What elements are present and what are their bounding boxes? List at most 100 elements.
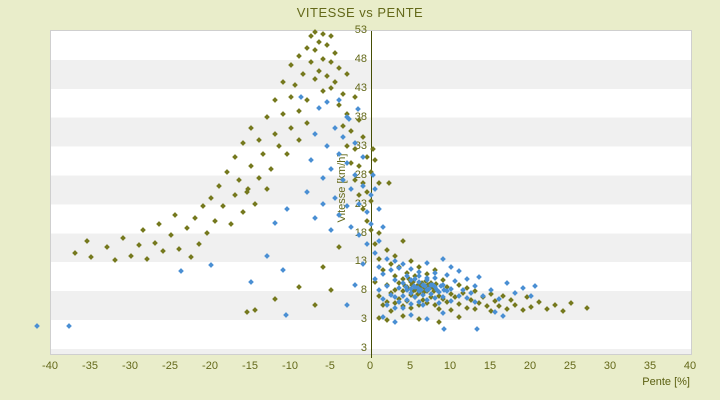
- x-tick-label: -30: [122, 360, 138, 372]
- y-tick-label: 18: [354, 226, 367, 239]
- x-tick-label: -35: [82, 360, 98, 372]
- data-point-olive: [584, 305, 590, 312]
- data-point-olive: [192, 215, 198, 221]
- data-point-olive: [88, 253, 94, 260]
- data-point-olive: [288, 93, 294, 100]
- data-point-olive: [336, 102, 342, 109]
- data-point-olive: [136, 242, 142, 249]
- x-tick-label: -25: [162, 360, 178, 372]
- data-point-blue: [348, 186, 354, 192]
- data-point-olive: [336, 244, 342, 250]
- data-point-blue: [456, 267, 462, 274]
- data-point-blue: [448, 264, 454, 271]
- data-point-olive: [312, 301, 318, 308]
- data-point-olive: [120, 235, 126, 242]
- y-tick-label: 38: [354, 110, 367, 123]
- data-point-blue: [308, 157, 314, 164]
- data-point-olive: [144, 255, 150, 262]
- data-point-blue: [283, 312, 290, 318]
- data-point-blue: [66, 322, 73, 329]
- data-point-olive: [348, 128, 354, 135]
- data-point-blue: [388, 267, 394, 273]
- data-point-olive: [568, 300, 574, 306]
- data-point-olive: [316, 38, 322, 45]
- data-point-blue: [272, 220, 278, 227]
- data-point-olive: [140, 226, 146, 233]
- data-point-olive: [296, 137, 302, 143]
- x-tick-label: 40: [683, 360, 697, 372]
- data-point-olive: [512, 301, 518, 308]
- data-point-olive: [504, 305, 510, 312]
- data-point-olive: [336, 64, 342, 71]
- data-point-olive: [408, 258, 414, 265]
- data-point-olive: [320, 88, 326, 94]
- data-point-blue: [384, 255, 390, 262]
- data-point-olive: [456, 301, 462, 308]
- data-point-blue: [504, 280, 510, 287]
- data-point-olive: [456, 314, 462, 320]
- data-point-olive: [280, 79, 286, 86]
- data-point-olive: [400, 313, 406, 320]
- chart-title: VITESSE vs PENTE: [296, 5, 424, 20]
- data-point-blue: [528, 293, 534, 299]
- data-point-olive: [508, 296, 514, 303]
- data-point-olive: [560, 307, 566, 314]
- data-point-blue: [376, 287, 382, 294]
- data-point-blue: [424, 259, 430, 266]
- data-point-olive: [272, 131, 278, 138]
- x-tick-label: 25: [563, 360, 577, 372]
- y-tick-label: 43: [354, 82, 367, 94]
- data-point-olive: [212, 218, 218, 224]
- data-point-olive: [244, 309, 250, 316]
- data-point-olive: [324, 73, 330, 80]
- data-point-blue: [304, 189, 310, 195]
- data-point-olive: [536, 299, 542, 306]
- data-point-blue: [280, 267, 286, 273]
- x-tick-label: 15: [483, 360, 497, 372]
- x-tick-label: -15: [242, 360, 258, 372]
- data-point-olive: [228, 220, 234, 227]
- data-point-olive: [296, 284, 302, 291]
- data-point-olive: [160, 248, 166, 254]
- data-point-blue: [284, 206, 290, 213]
- data-point-olive: [208, 194, 214, 201]
- data-point-olive: [528, 304, 534, 310]
- data-point-blue: [376, 206, 382, 213]
- data-point-olive: [292, 82, 298, 88]
- data-point-olive: [248, 125, 254, 132]
- y-tick-label: 48: [354, 53, 367, 66]
- data-point-blue: [440, 255, 446, 262]
- data-point-olive: [128, 252, 134, 259]
- data-point-olive: [176, 245, 182, 252]
- data-point-olive: [220, 203, 226, 210]
- data-point-blue: [208, 262, 214, 269]
- data-point-olive: [232, 154, 238, 161]
- data-point-blue: [178, 267, 185, 274]
- data-point-blue: [368, 192, 374, 198]
- data-point-blue: [332, 125, 338, 132]
- data-point-olive: [204, 229, 210, 236]
- data-point-olive: [472, 306, 478, 313]
- data-point-olive: [224, 168, 230, 175]
- data-point-olive: [200, 203, 206, 210]
- x-tick-label: -10: [282, 360, 298, 372]
- data-point-olive: [240, 209, 246, 216]
- data-point-blue: [312, 215, 318, 221]
- data-point-olive: [496, 303, 502, 310]
- data-point-olive: [300, 70, 306, 77]
- y-tick-label: 33: [354, 139, 367, 152]
- data-point-blue: [468, 290, 474, 297]
- data-point-blue: [316, 105, 322, 112]
- data-point-olive: [368, 197, 374, 204]
- data-point-blue: [360, 183, 366, 190]
- data-point-blue: [396, 265, 402, 272]
- data-point-blue: [392, 318, 398, 325]
- data-point-blue: [298, 93, 305, 100]
- data-point-olive: [276, 142, 282, 149]
- data-point-blue: [464, 276, 470, 283]
- data-point-olive: [104, 244, 110, 250]
- data-point-blue: [320, 200, 326, 207]
- data-point-olive: [352, 93, 358, 100]
- data-point-blue: [440, 326, 447, 332]
- data-point-blue: [408, 311, 414, 318]
